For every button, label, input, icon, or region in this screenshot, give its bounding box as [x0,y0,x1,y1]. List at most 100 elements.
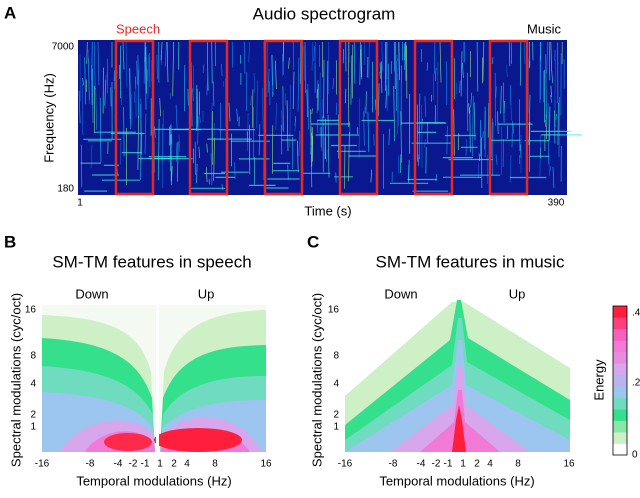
streak [554,100,556,128]
streak [381,41,383,72]
streak [231,41,234,68]
y-tick-label: 2 [333,410,339,421]
streak [202,64,205,73]
streak [511,120,513,148]
streak [321,99,323,152]
streak [491,118,493,158]
streak [495,154,498,165]
x-axis-label: Time (s) [304,203,351,218]
streak [316,80,319,114]
streak [206,143,208,153]
streak [148,52,151,88]
streak [156,54,158,80]
x-axis-label: Temporal modulations (Hz) [379,473,534,488]
x-tick-label: 390 [548,198,565,209]
x-tick-label: 2 [171,459,177,470]
streak [510,93,512,121]
streak [550,94,552,103]
streak [550,85,552,98]
streak [196,88,199,128]
colorbar-swatch [613,386,627,398]
streak [192,88,194,102]
streak [344,88,347,104]
streak [154,126,156,138]
down-label: Down [75,286,108,301]
colorbar-tick: .2 [632,378,640,389]
streak [145,57,147,110]
streak [348,132,350,182]
streak [99,97,102,163]
colorbar-swatch [613,351,627,364]
streak [460,51,463,97]
y-tick-label: 2 [30,410,36,421]
streak [297,140,299,173]
streak [551,70,554,84]
streak [397,155,400,174]
streak [350,55,353,105]
streak [287,164,289,180]
streak [388,128,390,146]
streak [313,46,315,62]
streak [192,64,195,93]
streak [470,92,473,108]
streak [506,65,508,77]
streak [400,83,402,126]
streak [258,124,261,156]
colorbar-label: Energy [591,359,606,401]
panel-title: SM-TM features in music [376,252,565,271]
streak [170,166,173,186]
streak [172,41,174,97]
streak [87,49,90,85]
streak [506,125,509,140]
streak [84,57,86,105]
y-tick-label: 180 [57,184,74,195]
streak [144,41,146,62]
colorbar-tick: 0 [632,450,638,461]
streak [509,155,512,184]
streak [426,62,429,71]
streak [267,68,270,93]
x-tick-label: 16 [260,459,272,470]
streak [206,74,209,96]
streak [275,102,277,130]
panel-letter: B [4,232,16,251]
streak [144,113,147,155]
x-tick-label: 1 [77,198,83,209]
streak [125,41,128,88]
x-tick-label: 1 [460,459,466,470]
streak [502,82,505,123]
y-axis-label: Spectral modulations (cyc/oct) [309,293,324,467]
streak [281,110,283,131]
streak [286,100,289,152]
streak [424,96,427,117]
streak [294,116,297,126]
streak [306,89,308,118]
streak [311,41,314,71]
streak [550,41,552,71]
streak [196,163,198,184]
colorbar [613,306,627,456]
streak [82,77,84,86]
speech-box [338,39,379,196]
speech-box [188,39,229,196]
streak [122,41,125,70]
streak [92,68,94,123]
panel-letter: A [4,3,16,22]
streak [137,116,139,170]
streak [248,41,250,63]
streak [518,99,521,152]
streak [495,86,497,98]
streak [165,41,167,67]
y-axis-label: Frequency (Hz) [41,73,56,163]
streak [462,62,464,78]
streak [326,60,329,114]
streak [453,109,455,156]
music-label: Music [527,21,561,36]
streak [459,80,461,93]
streak [326,149,328,163]
streak [137,69,140,101]
streak [549,165,552,172]
streak [292,71,295,110]
streak [236,108,239,122]
streak [239,54,242,64]
